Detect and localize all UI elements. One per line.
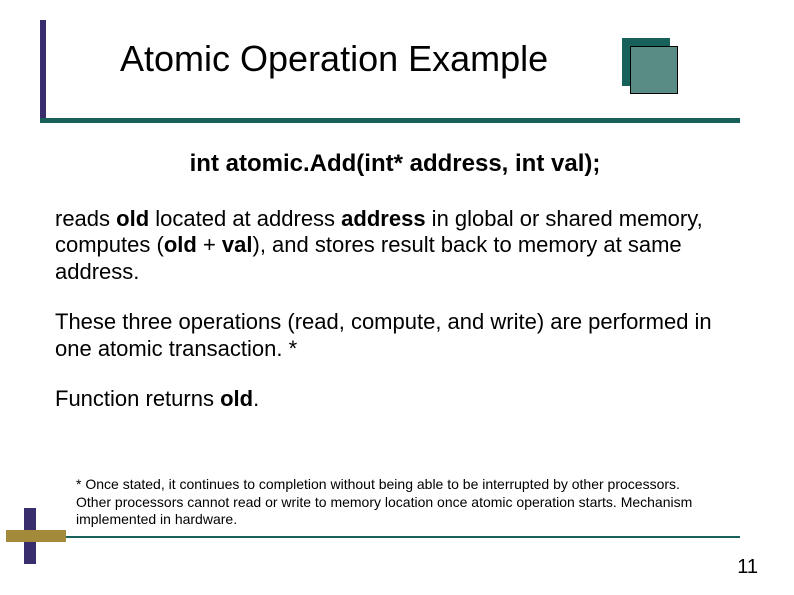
body-content: int atomic.Add(int* address, int val); r… (55, 150, 735, 436)
page-number: 11 (737, 556, 758, 579)
bottom-divider (40, 536, 740, 538)
cross-horizontal (6, 530, 66, 542)
p1-t4: + (197, 232, 222, 257)
p3-t2: . (253, 386, 259, 411)
p1-b1: old (116, 206, 149, 231)
p1-b3: old (164, 232, 197, 257)
deco-square-front (630, 46, 678, 94)
p1-t1: reads (55, 206, 116, 231)
title-vertical-accent (40, 20, 46, 120)
p1-b2: address (341, 206, 425, 231)
p3-t1: Function returns (55, 386, 220, 411)
function-signature: int atomic.Add(int* address, int val); (55, 150, 735, 178)
slide: Atomic Operation Example int atomic.Add(… (0, 0, 794, 595)
slide-title: Atomic Operation Example (120, 38, 548, 80)
p1-t2: located at address (149, 206, 341, 231)
paragraph-3: Function returns old. (55, 386, 735, 412)
paragraph-2: These three operations (read, compute, a… (55, 309, 735, 362)
title-divider (40, 118, 740, 123)
paragraph-1: reads old located at address address in … (55, 206, 735, 285)
p1-b4: val (222, 232, 253, 257)
footnote: * Once stated, it continues to completio… (76, 476, 716, 529)
p3-b1: old (220, 386, 253, 411)
